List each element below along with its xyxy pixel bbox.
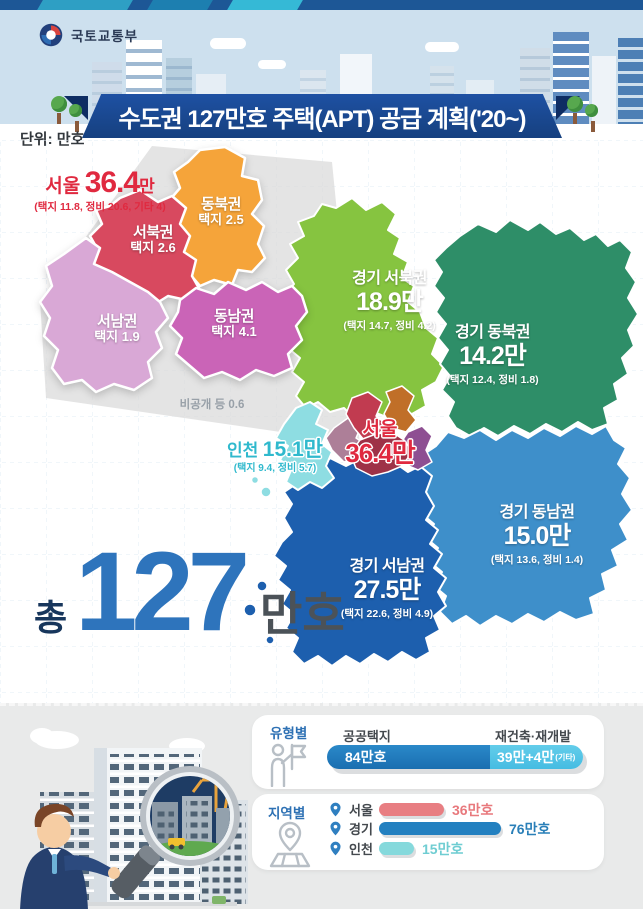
public-land-label: 공공택지: [343, 729, 391, 744]
region-card: 지역별 서울 36만호 경기: [252, 794, 604, 870]
island: [256, 580, 268, 592]
ministry-name: 국토교통부: [71, 29, 139, 44]
type-card: 유형별 공공택지 재건축·재개발 84만호 39만+4만 (기타): [252, 715, 604, 789]
island: [250, 475, 260, 485]
seoul-breakdown: (택지 11.8, 정비 20.6, 기타 4): [34, 201, 166, 213]
supply-map: [0, 140, 643, 703]
header: 국토교통부 수도권 127만호 주택(APT) 공급 계획('20~): [0, 10, 643, 138]
region-seoul-small: [325, 385, 433, 477]
seoul-bar: [379, 803, 444, 816]
total-number: 127: [75, 529, 250, 654]
public-land-bar: 84만호: [327, 745, 490, 769]
redevelopment-bar: 39만+4만 (기타): [490, 745, 583, 769]
page-title: 수도권 127만호 주택(APT) 공급 계획('20~): [118, 105, 527, 133]
map-pin-icon: [269, 821, 311, 868]
region-card-label: 지역별: [268, 806, 306, 821]
type-card-label: 유형별: [270, 726, 308, 741]
top-accent-strip: [0, 0, 643, 10]
incheon-bar: [379, 842, 414, 855]
gyeonggi-bar: [379, 822, 501, 835]
footer-panel: 유형별 공공택지 재건축·재개발 84만호 39만+4만 (기타): [0, 703, 643, 909]
total-supply: 총 127 만호: [34, 529, 345, 654]
cloud: [210, 38, 246, 49]
island: [260, 486, 272, 498]
region-row-incheon: 인천 15만호: [330, 841, 463, 857]
type-bar: 84만호 39만+4만 (기타): [327, 745, 583, 769]
map-area: 서울 36.4만 (택지 11.8, 정비 20.6, 기타 4) 서북권 택지…: [0, 140, 643, 703]
taegeuk-logo-icon: [39, 23, 63, 47]
tree-icon: [50, 96, 68, 124]
region-incheon: [275, 401, 335, 491]
region-gyeonggi-northeast: [433, 219, 639, 437]
title-banner: 수도권 127만호 주택(APT) 공급 계획('20~): [0, 94, 643, 140]
island: [265, 635, 275, 645]
seoul-total-label: 서울 36.4만 (택지 11.8, 정비 20.6, 기타 4): [10, 168, 190, 213]
island: [243, 603, 257, 617]
ministry-logo: 국토교통부: [38, 22, 138, 48]
label-incheon: 인천 15.1만 (택지 9.4, 정비 5.7): [227, 438, 323, 475]
region-seoul-southeast: [168, 280, 309, 382]
total-suffix: 만호: [260, 588, 345, 640]
seoul-detail-map: [38, 145, 309, 394]
region-seoul-southwest: [38, 236, 170, 394]
private-note: 비공개 등 0.6: [179, 399, 245, 411]
label-seoul-badge: 서울 36.4만: [345, 419, 416, 468]
construction-illustration: [20, 728, 248, 909]
pin-icon: [330, 841, 341, 856]
total-prefix: 총: [34, 597, 68, 638]
pin-icon: [330, 821, 341, 836]
redevelopment-label: 재건축·재개발: [495, 729, 572, 744]
region-gyeonggi-southwest: [273, 457, 447, 667]
pin-icon: [330, 802, 341, 817]
person-flag-icon: [270, 743, 307, 787]
region-row-seoul: 서울 36만호: [330, 802, 493, 818]
person-illustration: [20, 803, 120, 909]
region-row-gyeonggi: 경기 76만호: [330, 821, 550, 837]
